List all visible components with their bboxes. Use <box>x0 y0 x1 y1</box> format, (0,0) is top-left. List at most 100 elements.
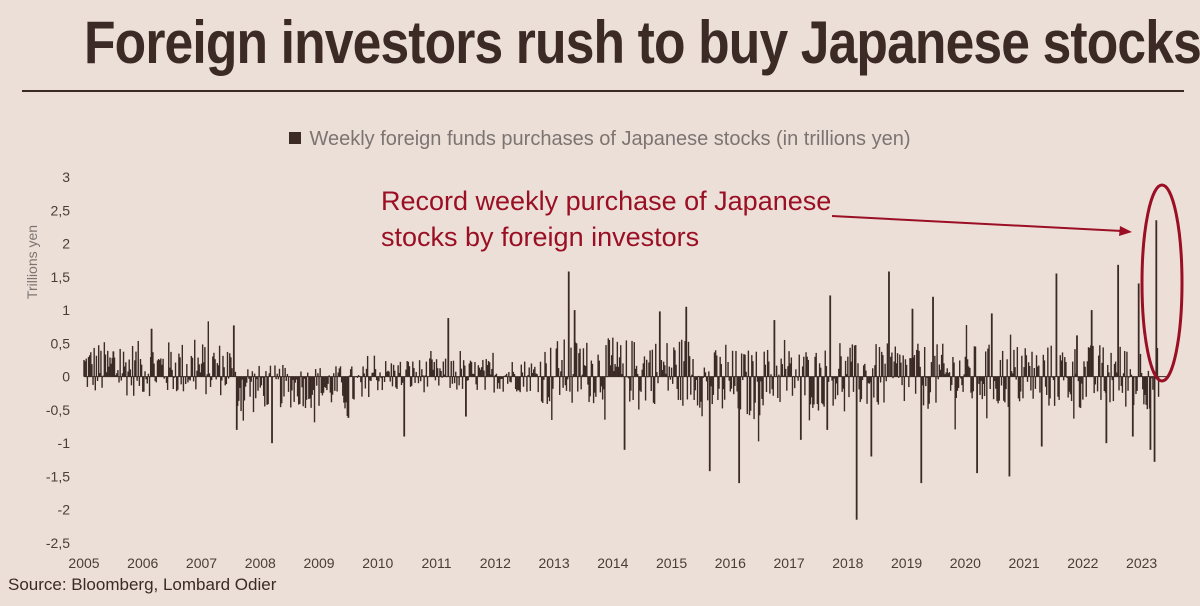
bar <box>999 359 1002 377</box>
bar <box>818 363 821 377</box>
bar <box>603 376 605 390</box>
bar <box>451 376 454 384</box>
bar <box>236 376 239 406</box>
bar <box>511 362 513 377</box>
bar <box>468 363 471 377</box>
bar <box>998 376 1000 401</box>
bar <box>485 359 487 377</box>
bar <box>789 363 791 377</box>
bar <box>1018 376 1021 402</box>
bar <box>1129 369 1132 377</box>
bar <box>981 376 984 400</box>
x-tick-label: 2015 <box>656 555 687 571</box>
bar <box>749 376 752 411</box>
bar <box>110 363 112 377</box>
bar <box>503 375 506 377</box>
bar <box>753 376 755 420</box>
bar <box>308 376 310 400</box>
bar <box>530 363 533 377</box>
bar <box>632 376 634 401</box>
bar <box>1127 376 1129 391</box>
bar <box>427 376 430 377</box>
bar <box>1049 376 1051 399</box>
bar <box>617 366 620 377</box>
bar <box>844 360 847 377</box>
bar <box>895 363 898 377</box>
bar <box>249 376 251 397</box>
bar <box>716 355 718 377</box>
bar <box>87 357 90 377</box>
bar <box>318 376 320 406</box>
bar <box>737 376 739 409</box>
bar <box>982 376 985 384</box>
bar <box>813 376 815 405</box>
bar <box>976 376 979 474</box>
bar <box>879 376 882 383</box>
bar <box>1087 347 1090 377</box>
bar <box>522 376 525 387</box>
bar <box>286 373 289 377</box>
bar <box>1090 345 1092 377</box>
bar <box>374 369 377 377</box>
bar <box>564 376 567 386</box>
bar <box>995 376 997 389</box>
bar <box>662 361 665 377</box>
bar <box>377 376 379 391</box>
bar <box>556 341 559 377</box>
bar <box>878 347 881 377</box>
bar <box>127 371 129 377</box>
bar <box>890 356 892 377</box>
bar <box>671 376 674 384</box>
bar <box>368 376 370 398</box>
bar <box>810 376 813 398</box>
bar <box>682 376 684 406</box>
bar <box>700 376 702 402</box>
bar <box>1084 366 1086 377</box>
bar <box>829 295 832 377</box>
bar <box>171 369 173 377</box>
bar <box>1031 351 1033 377</box>
bar <box>326 376 328 391</box>
bar <box>726 376 728 378</box>
bar <box>713 352 716 377</box>
bar <box>491 368 493 377</box>
bar <box>222 355 224 377</box>
bar <box>523 361 526 377</box>
bar <box>452 360 455 377</box>
bar <box>584 366 587 377</box>
bar <box>797 376 799 381</box>
bar <box>755 351 758 377</box>
bar <box>563 339 565 377</box>
x-tick-label: 2017 <box>774 555 805 571</box>
bar <box>760 376 762 382</box>
x-tick-label: 2019 <box>891 555 922 571</box>
bar <box>527 375 529 377</box>
bar <box>690 376 692 395</box>
bar <box>1131 376 1134 437</box>
bar <box>446 376 448 378</box>
bar <box>622 363 624 377</box>
bar <box>508 372 510 377</box>
bar <box>775 365 778 377</box>
bar <box>180 376 182 385</box>
bar <box>592 376 595 404</box>
bar <box>442 361 445 377</box>
bar <box>943 363 945 377</box>
bar <box>747 350 750 377</box>
bar <box>1108 372 1110 377</box>
bar <box>816 376 819 405</box>
bar <box>699 376 701 408</box>
bar <box>316 376 318 386</box>
bar <box>841 376 843 392</box>
bar <box>344 376 346 409</box>
bar <box>192 376 195 382</box>
bar <box>1067 376 1069 398</box>
bar <box>823 376 825 407</box>
bar <box>1103 376 1106 392</box>
bar <box>553 376 555 378</box>
bar <box>483 370 485 377</box>
bar <box>1130 374 1133 377</box>
bar <box>474 362 476 377</box>
bar <box>917 343 919 377</box>
bar <box>864 363 866 377</box>
